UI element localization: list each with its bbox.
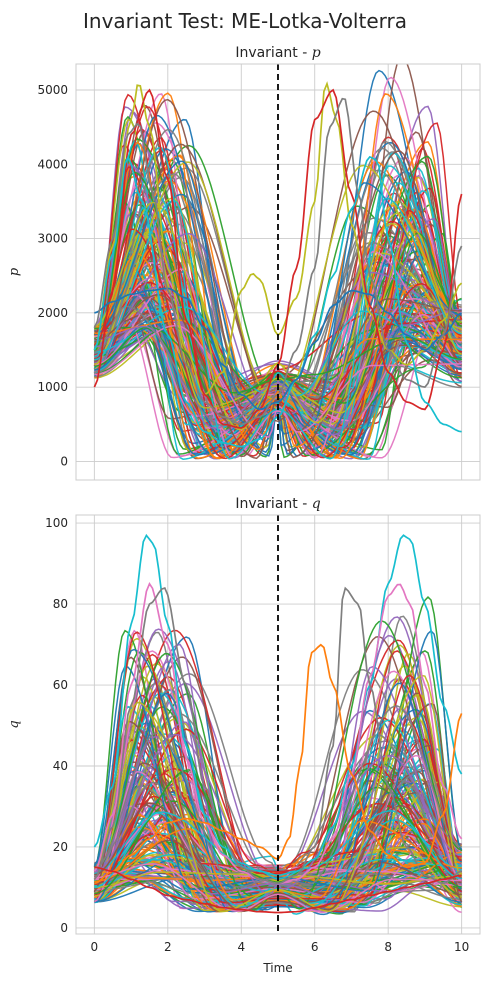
highlight-series-line [93, 586, 462, 885]
highlight-series-line [94, 866, 462, 914]
plot-frame [75, 63, 481, 481]
series-line [94, 281, 462, 409]
series-line [94, 110, 462, 422]
y-axis-label-p: p [7, 267, 22, 276]
chart-title-var: p [312, 45, 321, 61]
chart-title-p: Invariant - p [235, 45, 320, 61]
series-line [94, 802, 462, 913]
series-line [94, 306, 462, 397]
y-axis-label-q: q [7, 720, 22, 728]
figure-title: Invariant Test: ME-Lotka-Volterra [83, 9, 407, 33]
y-tick-label: 3000 [37, 232, 68, 246]
plot-frame [75, 514, 481, 935]
x-tick-label: 0 [91, 940, 99, 954]
series-line [93, 631, 463, 880]
x-tick-label: 2 [164, 940, 172, 954]
x-tick-label: 8 [384, 940, 392, 954]
y-tick-label: 4000 [37, 157, 68, 171]
x-tick-label: 10 [454, 940, 469, 954]
x-tick-label: 4 [237, 940, 245, 954]
y-tick-label: 20 [53, 840, 68, 854]
y-tick-label: 100 [45, 516, 68, 530]
series-line [94, 871, 462, 889]
highlight-series-line [94, 287, 462, 411]
y-tick-label: 5000 [37, 83, 68, 97]
series-line [94, 863, 462, 913]
y-tick-label: 0 [60, 921, 68, 935]
chart-title-var: q [312, 496, 321, 512]
y-tick-label: 80 [53, 597, 68, 611]
y-tick-label: 60 [53, 678, 68, 692]
y-tick-label: 0 [60, 454, 68, 468]
y-tick-label: 1000 [37, 380, 68, 394]
x-axis-label: Time [262, 961, 292, 975]
chart-title-q: Invariant - q [235, 496, 320, 512]
series-line [94, 324, 462, 460]
y-tick-label: 2000 [37, 306, 68, 320]
series-line [94, 620, 462, 911]
chart-title-prefix: Invariant - [235, 496, 311, 512]
chart-title-prefix: Invariant - [235, 45, 311, 61]
x-tick-label: 6 [311, 940, 319, 954]
y-tick-label: 40 [53, 759, 68, 773]
